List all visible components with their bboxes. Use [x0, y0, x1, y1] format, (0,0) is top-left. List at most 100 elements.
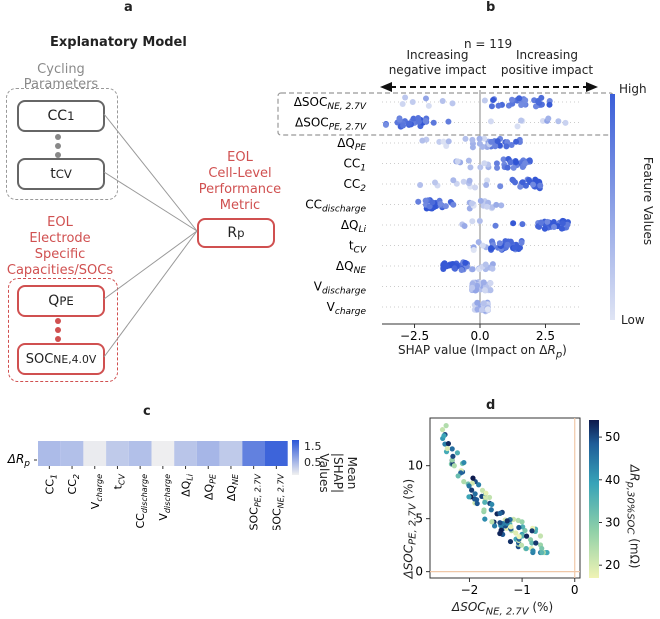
heatmap-category-label: CC2: [66, 474, 81, 494]
scatter-cb-tick-label: 50: [605, 430, 620, 444]
shap-point: [511, 244, 518, 251]
neg-impact-line2: negative impact: [388, 63, 487, 77]
scatter-point: [482, 516, 488, 522]
heatmap-cell: [60, 441, 84, 466]
shap-point: [467, 164, 474, 171]
scatter-point: [466, 483, 472, 489]
shap-point: [508, 141, 515, 148]
shap-point: [475, 239, 482, 246]
heatmap-cell: [151, 441, 175, 466]
scatter-point: [449, 446, 455, 452]
box-soc-sub: NE,4.0V: [53, 352, 97, 366]
scatter-xlabel-main: ΔSOC: [452, 600, 486, 614]
heatmap-category-label: ΔQLi: [180, 473, 195, 497]
shap-point: [518, 101, 525, 108]
heatmap-category-label: ΔQPE: [202, 473, 217, 500]
heatmap-cell: [128, 441, 152, 466]
scatter-point: [454, 450, 461, 456]
metric-line-3: Metric: [219, 198, 261, 213]
shap-point: [465, 157, 472, 164]
heat-cb-title: Mean |SHAP| Values: [317, 438, 359, 508]
shap-point: [518, 239, 525, 246]
shap-row: Vcharge: [327, 299, 580, 317]
shap-point: [439, 98, 446, 105]
box-soc-main: SOC: [25, 351, 54, 367]
shap-point: [429, 199, 436, 206]
shap-xlabel: SHAP value (Impact on ΔRp): [398, 343, 567, 361]
shap-point: [476, 135, 483, 142]
scatter-cb-label-unit: (mΩ): [627, 534, 642, 569]
shap-row: ΔSOCNE, 2.7V: [294, 94, 580, 112]
shap-point: [497, 183, 504, 190]
shap-point: [462, 259, 469, 266]
shap-point: [492, 222, 499, 229]
box-qpe-sub: PE: [59, 294, 74, 308]
colorbar-high-label: High: [619, 82, 647, 96]
shap-point: [466, 177, 473, 184]
heatmap-category-label: CCdischarge: [134, 474, 149, 529]
shap-point: [488, 103, 495, 110]
heatmap-cell: [219, 441, 243, 466]
shap-point: [477, 197, 484, 204]
heat-cb-tick-1.5: 1.5: [304, 440, 322, 453]
scatter-point: [483, 490, 489, 496]
shap-feature-label: ΔQPE: [337, 136, 366, 153]
shap-point: [487, 287, 494, 294]
heatmap-cell: [38, 441, 61, 466]
shap-point: [443, 142, 450, 149]
shap-row: ΔQLi: [341, 217, 580, 235]
scatter-point: [444, 445, 450, 452]
shap-point: [488, 138, 495, 145]
neg-impact-label: Increasing negative impact: [380, 48, 495, 78]
shap-point: [539, 117, 546, 124]
electrode-ellipsis-icon: [55, 318, 61, 342]
scatter-ylabel-sub: PE, 2.7V: [407, 503, 419, 545]
shap-point: [522, 97, 529, 104]
scatter-cb-tick-label: 30: [605, 515, 620, 529]
heat-cb-title-line2: |SHAP| Values: [317, 452, 345, 494]
shap-point: [417, 182, 424, 189]
highlight-box: [277, 92, 614, 136]
scatter-point: [443, 423, 449, 429]
box-qpe-main: Q: [48, 293, 60, 309]
heatmap-category-label: CC1: [43, 474, 58, 494]
shap-point: [476, 140, 483, 147]
heatmap-row-label: ΔRp: [7, 452, 31, 469]
scatter-point: [450, 453, 456, 459]
shap-row: CCdischarge: [305, 197, 580, 215]
scatter-cb-label: ΔRp,30%SOC (mΩ): [624, 462, 641, 572]
shap-point: [415, 198, 422, 205]
shap-point: [445, 138, 452, 145]
shap-point: [507, 159, 514, 166]
shap-point: [480, 279, 487, 286]
shap-point: [510, 164, 517, 171]
shap-feature-label: ΔQNE: [336, 259, 366, 276]
shap-point: [513, 138, 520, 145]
shap-point: [545, 115, 552, 122]
shap-point: [496, 240, 503, 247]
shap-point: [422, 197, 429, 204]
shap-point: [509, 96, 516, 103]
scatter-ytick-label: 5: [415, 512, 423, 526]
shap-point: [469, 200, 476, 207]
heatmap-cell: [196, 441, 220, 466]
shap-point: [400, 122, 407, 129]
heatmap-cell: [83, 441, 107, 466]
cycling-title-line2: Parameters: [23, 77, 99, 92]
metric-line-1: Cell-Level: [208, 166, 272, 181]
heat-cb-title-line1: Mean: [345, 456, 359, 490]
shap-point: [482, 261, 489, 268]
scatter-point: [523, 533, 530, 539]
scatter-xtick-label: 0: [571, 583, 579, 597]
shap-point: [454, 158, 461, 165]
cycling-ellipsis-icon: [55, 134, 61, 158]
heatmap-chart: CC1 CC2 Vcharge tCV CCdischarge Vdischarge ΔQL…: [7, 440, 299, 530]
feature-values-label: Feature Values: [641, 156, 655, 246]
shap-point: [494, 138, 501, 145]
shap-point: [509, 176, 516, 183]
cycling-group: [6, 88, 118, 200]
shap-point: [519, 179, 526, 186]
shap-point: [479, 242, 486, 249]
heat-cb-tick-0.5: 0.5: [304, 456, 322, 469]
scatter-point: [508, 524, 514, 530]
